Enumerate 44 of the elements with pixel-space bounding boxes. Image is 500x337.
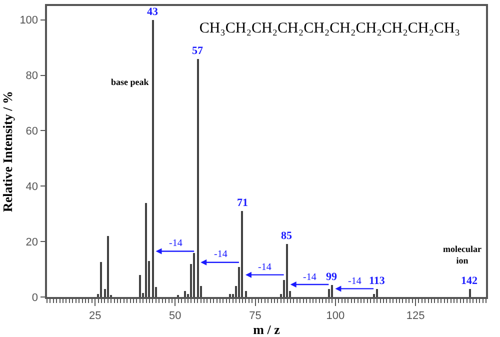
bar (245, 291, 247, 297)
annotation: -14 (258, 262, 272, 273)
annotation: -14 (214, 249, 228, 260)
x-tick-label: 25 (88, 310, 102, 322)
x-tick-label: 75 (249, 310, 262, 322)
text: CH₃CH₂CH₂CH₂CH₂CH₂CH₂CH₂CH₂CH₃ (199, 20, 460, 36)
bar (241, 211, 243, 297)
annotation: 57 (192, 45, 204, 57)
annotation: 99 (326, 271, 338, 283)
x-tick-label: 50 (169, 310, 182, 322)
bar (139, 275, 141, 297)
y-tick-label: 40 (26, 180, 38, 193)
bar (197, 59, 199, 297)
bar (193, 253, 195, 297)
y-tick-label: 20 (26, 236, 38, 248)
annotation: molecular ion (443, 244, 482, 266)
bar (331, 285, 333, 297)
bar (229, 294, 231, 297)
bar (145, 203, 147, 297)
bar (107, 236, 109, 297)
x-tick-label: 125 (406, 310, 425, 322)
bar (152, 20, 154, 297)
y-tick-label: 60 (26, 126, 38, 138)
annotation: 113 (369, 275, 386, 287)
bar (469, 289, 471, 297)
y-tick-label: 0 (32, 292, 38, 304)
y-tick-label: 80 (26, 70, 38, 82)
bar (100, 262, 102, 297)
x-tick-label: 100 (326, 310, 345, 322)
bar (184, 291, 186, 297)
bar (376, 289, 378, 297)
y-tick-label: 100 (20, 14, 38, 27)
x-axis-title: m / z (253, 322, 280, 337)
annotation: base peak (111, 77, 149, 87)
bar (328, 289, 330, 297)
annotation: -14 (169, 238, 182, 249)
bar (286, 244, 288, 297)
annotation: 43 (147, 6, 158, 18)
annotation: -14 (348, 276, 362, 287)
annotation: 85 (281, 230, 292, 242)
annotation: 142 (461, 275, 478, 287)
annotation: 71 (237, 197, 248, 209)
y-axis-title: Relative Intensity / % (0, 91, 15, 212)
annotation: -14 (303, 272, 316, 283)
